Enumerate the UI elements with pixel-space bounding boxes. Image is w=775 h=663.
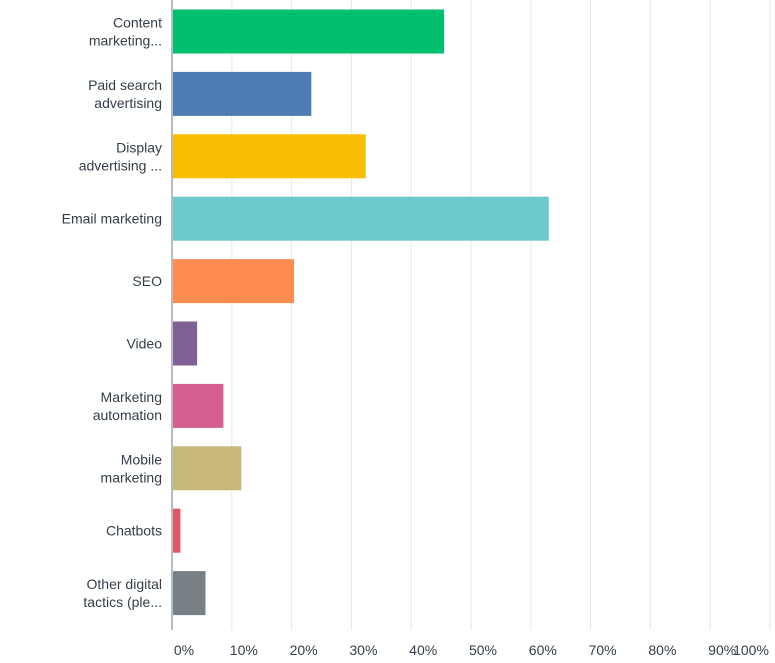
x-axis-tick-labels: 0% 10% 20% 30% 40% 50% 60% 70% 80% 90%100%	[174, 642, 769, 658]
category-label: Chatbots	[106, 523, 162, 539]
category-label: Other digital tactics (ple...	[83, 576, 162, 610]
bar[interactable]	[173, 71, 312, 116]
tick-label: 90%	[708, 642, 736, 658]
tick-label: 80%	[648, 642, 676, 658]
category-label: Paid search advertising	[88, 77, 162, 111]
tick-label: 40%	[409, 642, 437, 658]
category-label: Display advertising ...	[79, 139, 162, 173]
category-label: Marketing automation	[93, 389, 162, 423]
bar[interactable]	[173, 134, 366, 179]
category-label: Email marketing	[62, 211, 162, 227]
bar[interactable]	[173, 571, 206, 616]
category-label: Content marketing...	[89, 15, 162, 49]
bar[interactable]	[173, 446, 242, 491]
bar[interactable]	[173, 321, 198, 366]
bars	[173, 9, 549, 616]
bar[interactable]	[173, 9, 445, 54]
bar[interactable]	[173, 259, 294, 304]
bar[interactable]	[173, 196, 549, 241]
tick-label: 0%	[174, 642, 194, 658]
tick-label: 20%	[290, 642, 318, 658]
tick-label: 10%	[230, 642, 258, 658]
bar[interactable]	[173, 508, 181, 553]
tick-label: 60%	[529, 642, 557, 658]
category-label: Video	[126, 336, 162, 352]
category-labels: Content marketing... Paid search advertisin…	[62, 15, 163, 611]
tick-label: 100%	[733, 642, 769, 658]
category-label: SEO	[132, 273, 162, 289]
category-label: Mobile marketing	[101, 451, 163, 485]
bar[interactable]	[173, 383, 224, 428]
tick-label: 70%	[589, 642, 617, 658]
tick-label: 50%	[469, 642, 497, 658]
tick-label: 30%	[349, 642, 377, 658]
